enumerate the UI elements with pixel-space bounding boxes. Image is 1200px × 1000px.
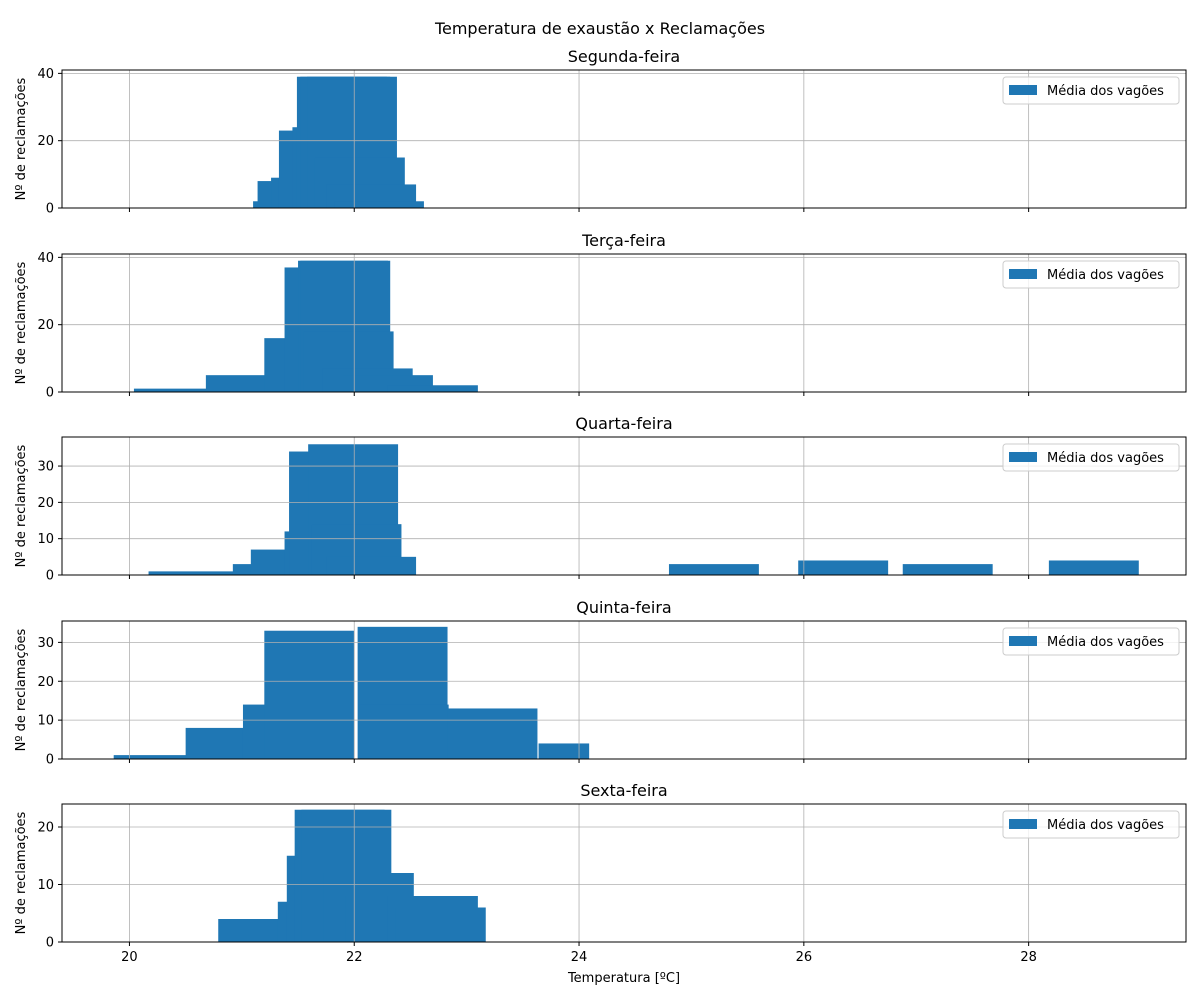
legend-label: Média dos vagões xyxy=(1047,268,1164,283)
legend-box xyxy=(1002,627,1180,656)
axes-frame xyxy=(61,436,1187,576)
legend-label: Média dos vagões xyxy=(1047,451,1164,466)
x-tick-label: 20 xyxy=(121,950,138,965)
legend: Média dos vagões xyxy=(1002,810,1180,839)
bar xyxy=(148,571,239,575)
bar xyxy=(538,743,590,759)
y-tick-label: 0 xyxy=(46,936,54,951)
x-tick-label: 22 xyxy=(346,950,363,965)
subplot-1: Segunda-feira 0 20 40 Nº de reclamações Média… xyxy=(14,47,1187,217)
subplot-4: Quinta-feira 0 10 20 30 Nº de reclamações Médi… xyxy=(14,598,1187,768)
bar xyxy=(264,630,355,759)
bar xyxy=(133,388,224,392)
y-tick-label: 10 xyxy=(37,714,54,729)
y-tick-label: 20 xyxy=(37,496,54,511)
subplots: Segunda-feira 0 20 40 Nº de reclamações Média… xyxy=(14,47,1187,986)
legend: Média dos vagões xyxy=(1002,76,1180,105)
y-axis-label: Nº de reclamações xyxy=(14,811,29,934)
subplot-3: Quarta-feira 0 10 20 30 Nº de reclamações Médi… xyxy=(14,414,1187,584)
subplot-title: Segunda-feira xyxy=(568,47,680,66)
y-tick-label: 30 xyxy=(37,636,54,651)
subplot-title: Quinta-feira xyxy=(576,598,671,617)
x-tick-label: 24 xyxy=(571,950,588,965)
x-axis-label: Temperatura [ºC] xyxy=(567,971,680,986)
subplot-title: Sexta-feira xyxy=(580,781,667,800)
bar xyxy=(447,708,538,759)
bar xyxy=(798,560,889,575)
bar xyxy=(358,704,449,759)
legend-box xyxy=(1002,443,1180,472)
y-axis-label: Nº de reclamações xyxy=(14,261,29,384)
y-axis-label: Nº de reclamações xyxy=(14,444,29,567)
y-tick-label: 20 xyxy=(37,134,54,149)
legend-swatch xyxy=(1009,269,1037,279)
legend-swatch xyxy=(1009,636,1037,646)
bar xyxy=(1048,560,1139,575)
y-tick-label: 30 xyxy=(37,460,54,475)
subplot-5: Sexta-feira 20 22 24 26 28 0 10 20 Nº de reclamaç… xyxy=(14,781,1187,986)
legend-label: Média dos vagões xyxy=(1047,84,1164,99)
legend-label: Média dos vagões xyxy=(1047,635,1164,650)
subplot-title: Quarta-feira xyxy=(575,414,672,433)
subplot-2: Terça-feira 0 20 40 Nº de reclamações Média d… xyxy=(14,231,1187,401)
axes-frame xyxy=(61,620,1187,760)
legend-swatch xyxy=(1009,85,1037,95)
bar xyxy=(395,907,486,942)
y-axis-label: Nº de reclamações xyxy=(14,77,29,200)
axes-frame xyxy=(61,69,1187,209)
legend: Média dos vagões xyxy=(1002,627,1180,656)
x-tick-label: 28 xyxy=(1020,950,1037,965)
legend-box xyxy=(1002,260,1180,289)
y-tick-label: 10 xyxy=(37,878,54,893)
axes-frame xyxy=(61,803,1187,943)
y-tick-label: 0 xyxy=(46,386,54,401)
y-tick-label: 40 xyxy=(37,251,54,266)
legend-swatch xyxy=(1009,819,1037,829)
y-tick-label: 0 xyxy=(46,569,54,584)
axes-frame xyxy=(61,253,1187,393)
y-tick-label: 40 xyxy=(37,67,54,82)
legend: Média dos vagões xyxy=(1002,443,1180,472)
bar xyxy=(902,564,993,575)
x-tick-label: 26 xyxy=(796,950,813,965)
bar xyxy=(387,385,478,392)
legend: Média dos vagões xyxy=(1002,260,1180,289)
legend-label: Média dos vagões xyxy=(1047,818,1164,833)
y-axis-label: Nº de reclamações xyxy=(14,628,29,751)
bar xyxy=(113,755,204,759)
figure-suptitle: Temperatura de exaustão x Reclamações xyxy=(434,19,765,38)
y-tick-label: 20 xyxy=(37,821,54,836)
legend-swatch xyxy=(1009,452,1037,462)
bar xyxy=(334,201,424,208)
legend-box xyxy=(1002,810,1180,839)
y-tick-label: 0 xyxy=(46,202,54,217)
bar xyxy=(668,564,759,575)
legend-box xyxy=(1002,76,1180,105)
y-tick-label: 20 xyxy=(37,318,54,333)
y-tick-label: 10 xyxy=(37,532,54,547)
bar xyxy=(326,556,417,575)
y-tick-label: 0 xyxy=(46,753,54,768)
subplot-title: Terça-feira xyxy=(581,231,666,250)
y-tick-label: 20 xyxy=(37,675,54,690)
